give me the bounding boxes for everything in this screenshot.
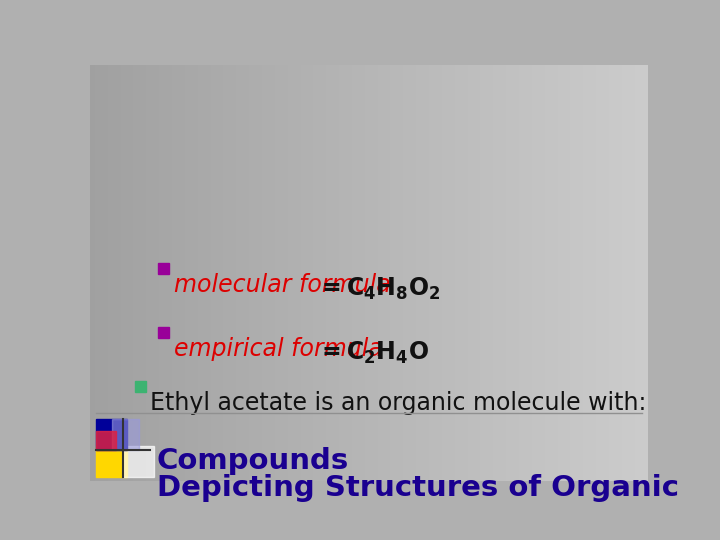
Text: $\mathbf{= C_2H_4O}$: $\mathbf{= C_2H_4O}$ — [317, 340, 429, 366]
Bar — [96, 419, 127, 450]
Text: Compounds: Compounds — [157, 447, 349, 475]
Text: molecular formula: molecular formula — [174, 273, 390, 298]
Bar — [96, 446, 127, 477]
Bar — [112, 419, 139, 450]
Bar — [96, 430, 116, 450]
Text: Ethyl acetate is an organic molecule with:: Ethyl acetate is an organic molecule wit… — [150, 392, 647, 415]
Bar — [135, 381, 145, 392]
Bar — [123, 446, 154, 477]
Bar — [158, 327, 169, 338]
Bar — [158, 264, 169, 274]
Text: empirical formula: empirical formula — [174, 338, 382, 361]
Text: $\mathbf{= C_4H_8O_2}$: $\mathbf{= C_4H_8O_2}$ — [317, 276, 441, 302]
Text: Depicting Structures of Organic: Depicting Structures of Organic — [157, 475, 679, 502]
